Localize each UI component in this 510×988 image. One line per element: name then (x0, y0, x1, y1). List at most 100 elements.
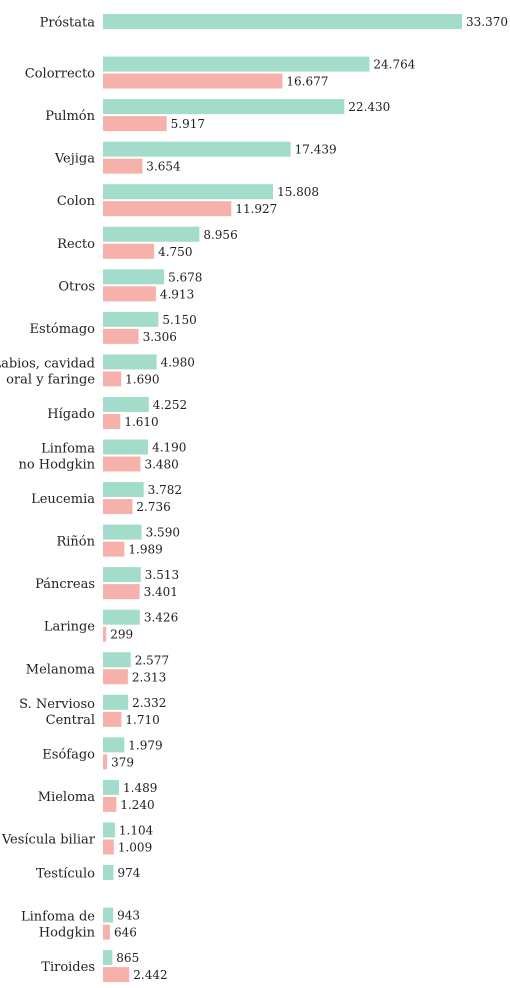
data-label-series-1: 5.150 (162, 313, 196, 327)
data-label-series-2: 16.677 (286, 75, 328, 89)
data-label-series-2: 4.913 (160, 287, 194, 301)
bar-series-2 (103, 754, 108, 770)
bar-series-2 (103, 201, 232, 217)
category-label: Labios, cavidad oral y faringe (0, 356, 95, 387)
data-label-series-1: 4.190 (152, 441, 186, 455)
bar-series-2 (103, 499, 133, 515)
bar-series-1 (103, 907, 114, 923)
data-label-series-1: 974 (117, 866, 140, 880)
bar-series-1 (103, 14, 462, 29)
bar-series-2 (103, 158, 143, 174)
category-label: Colorrecto (25, 67, 95, 82)
bar-series-1 (103, 226, 200, 242)
bar-series-1 (103, 524, 142, 540)
bar-series-1 (103, 865, 114, 880)
data-label-series-1: 3.426 (144, 611, 178, 625)
bar-series-2 (103, 116, 167, 132)
data-label-series-2: 1.710 (125, 713, 159, 727)
data-label-series-1: 24.764 (373, 58, 415, 72)
bar-series-1 (103, 609, 140, 625)
bar-series-1 (103, 184, 274, 200)
category-label: Mieloma (38, 790, 95, 805)
category-label: Estómago (30, 322, 96, 337)
bar-series-1 (103, 950, 113, 966)
category-label: Linfoma no Hodgkin (18, 442, 95, 473)
category-label: Tiroides (41, 960, 95, 975)
bar-series-2 (103, 243, 155, 259)
category-label: S. Nervioso Central (19, 697, 95, 728)
bar-series-2 (103, 328, 139, 344)
data-label-series-2: 11.927 (235, 202, 277, 216)
bar-series-2 (103, 541, 125, 557)
data-label-series-1: 1.979 (128, 738, 162, 752)
bar-series-2 (103, 456, 141, 472)
data-label-series-1: 2.577 (135, 653, 169, 667)
data-label-series-1: 15.808 (277, 185, 319, 199)
data-label-series-1: 943 (117, 909, 140, 923)
data-label-series-1: 33.370 (466, 15, 508, 29)
bar-series-1 (103, 99, 345, 115)
data-label-series-1: 865 (116, 951, 139, 965)
category-label: Leucemia (31, 492, 95, 507)
data-label-series-2: 2.442 (133, 968, 167, 982)
data-label-series-2: 299 (110, 628, 133, 642)
data-label-series-1: 5.678 (168, 270, 202, 284)
category-label: Colon (57, 194, 96, 209)
data-label-series-1: 2.332 (132, 696, 166, 710)
category-label: Otros (58, 279, 95, 294)
bar-series-1 (103, 396, 149, 412)
bar-series-2 (103, 796, 117, 812)
data-label-series-2: 3.654 (146, 160, 181, 174)
bar-series-1 (103, 56, 370, 72)
bar-series-1 (103, 311, 159, 327)
data-label-series-2: 1.989 (128, 543, 162, 557)
bar-series-2 (103, 839, 114, 855)
data-label-series-2: 1.009 (118, 840, 152, 854)
bar-series-2 (103, 967, 130, 983)
category-label: Linfoma de Hodgkin (21, 910, 96, 941)
data-label-series-2: 2.313 (132, 670, 166, 684)
bar-series-1 (103, 354, 157, 370)
category-label: Pulmón (45, 109, 95, 124)
category-label: Vesícula biliar (1, 832, 96, 847)
bar-series-2 (103, 584, 140, 600)
data-label-series-2: 3.306 (143, 330, 177, 344)
bar-series-2 (103, 626, 107, 642)
data-label-series-1: 1.489 (123, 781, 157, 795)
data-label-series-1: 8.956 (203, 228, 237, 242)
category-label: Melanoma (26, 662, 95, 677)
data-label-series-2: 3.401 (144, 585, 178, 599)
data-label-series-1: 22.430 (348, 100, 390, 114)
bar-series-1 (103, 694, 129, 710)
category-label: Próstata (40, 16, 96, 31)
bar-series-2 (103, 711, 122, 727)
data-label-series-2: 2.736 (136, 500, 170, 514)
category-label: Recto (57, 237, 95, 252)
data-label-series-2: 1.610 (124, 415, 158, 429)
data-label-series-1: 3.590 (146, 526, 180, 540)
data-label-series-2: 4.750 (158, 245, 192, 259)
bar-series-2 (103, 286, 156, 302)
bar-series-2 (103, 413, 121, 429)
bar-series-1 (103, 482, 144, 498)
data-label-series-2: 1.690 (125, 372, 159, 386)
bar-series-1 (103, 567, 141, 583)
bar-series-2 (103, 924, 110, 940)
data-label-series-1: 4.980 (161, 355, 195, 369)
data-label-series-2: 379 (111, 755, 134, 769)
bar-series-1 (103, 439, 149, 455)
data-label-series-2: 3.480 (144, 458, 178, 472)
bar-series-1 (103, 779, 120, 795)
category-label: Vejiga (54, 152, 95, 167)
data-label-series-1: 17.439 (295, 143, 337, 157)
data-label-series-1: 4.252 (153, 398, 187, 412)
data-label-series-2: 1.240 (120, 798, 154, 812)
category-label: Testículo (36, 867, 95, 882)
data-label-series-2: 5.917 (171, 117, 205, 131)
bar-series-1 (103, 737, 125, 753)
category-label: Laringe (44, 620, 95, 635)
category-label: Hígado (47, 407, 95, 422)
data-label-series-1: 3.513 (145, 568, 179, 582)
bar-series-2 (103, 371, 122, 387)
